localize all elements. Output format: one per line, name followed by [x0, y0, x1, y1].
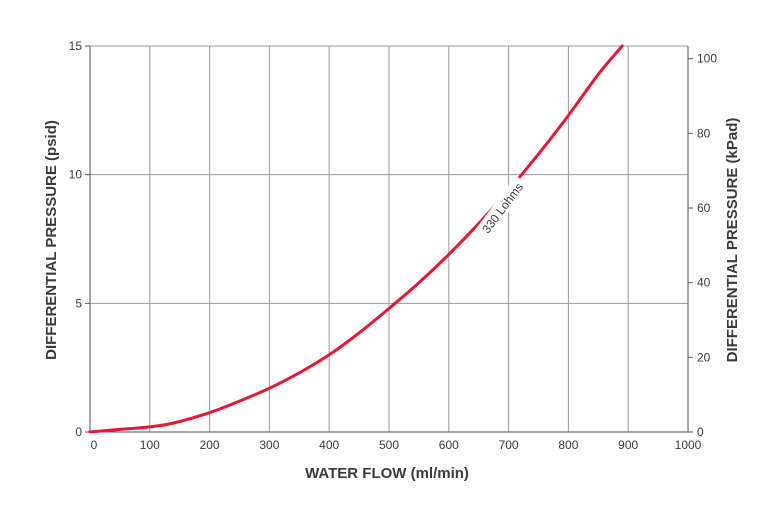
y2-tick-label: 40: [697, 276, 711, 290]
x-tick-label: 600: [439, 438, 459, 452]
right-y-axis-title: DIFFERENTIAL PRESSURE (kPad): [724, 118, 741, 363]
x-tick-label: 800: [558, 438, 578, 452]
x-tick-label: 900: [618, 438, 638, 452]
x-tick-label: 100: [140, 438, 160, 452]
left-y-axis-ticks: 0 5 10 15: [69, 39, 90, 439]
y2-tick-label: 20: [697, 350, 711, 364]
left-y-axis-title: DIFFERENTIAL PRESSURE (psid): [43, 120, 60, 360]
curve-label: 330 Lohms: [474, 175, 529, 240]
x-axis-title: WATER FLOW (ml/min): [305, 465, 469, 482]
y-tick-label: 0: [75, 425, 82, 439]
curve-label-background: [474, 175, 529, 240]
x-tick-label: 300: [259, 438, 279, 452]
y2-tick-label: 0: [697, 425, 704, 439]
plot-frame: [89, 46, 689, 433]
x-tick-label: 500: [379, 438, 399, 452]
annotation-layer: 330 Lohms: [474, 175, 529, 240]
x-tick-label: 700: [499, 438, 519, 452]
x-tick-label: 200: [200, 438, 220, 452]
series-line-330-lohms: [88, 44, 624, 434]
y-tick-label: 10: [69, 168, 83, 182]
y-tick-label: 5: [75, 296, 82, 310]
x-tick-label: 400: [319, 438, 339, 452]
curve-label-text: 330 Lohms: [479, 180, 526, 236]
y-tick-label: 15: [69, 39, 83, 53]
grid: [89, 45, 689, 433]
series-layer: [88, 44, 624, 434]
x-axis-ticks: 0 100 200 300 400 500 600 700 800 900 1000: [91, 438, 702, 452]
y2-tick-label: 80: [697, 126, 711, 140]
right-y-axis-ticks: 0 20 40 60 80 100: [688, 52, 717, 439]
x-tick-label: 1000: [675, 438, 702, 452]
y2-tick-label: 60: [697, 201, 711, 215]
y2-tick-label: 100: [697, 52, 717, 66]
x-tick-label: 0: [91, 438, 98, 452]
